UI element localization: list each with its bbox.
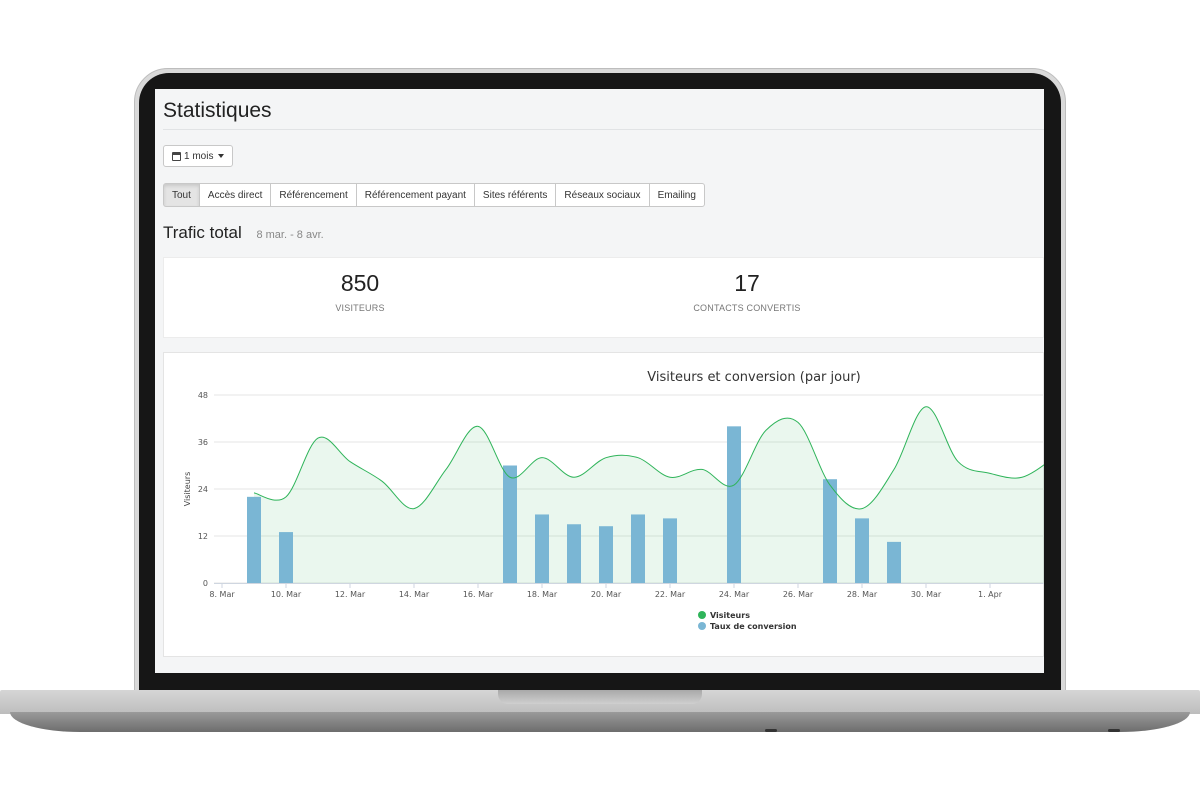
legend-visiteurs-label: Visiteurs bbox=[710, 611, 750, 620]
source-tabs: Tout Accès direct Référencement Référenc… bbox=[163, 183, 705, 207]
x-tick-label: 14. Mar bbox=[399, 590, 430, 599]
kpi-contacts-label: CONTACTS CONVERTIS bbox=[693, 303, 801, 313]
kpi-visitors-value: 850 bbox=[340, 270, 380, 296]
x-tick-label: 1. Apr bbox=[978, 590, 1003, 599]
kpi-contacts-value: 17 bbox=[734, 270, 760, 296]
conversion-bar bbox=[503, 465, 517, 583]
period-label: 1 mois bbox=[184, 150, 214, 162]
conversion-bar bbox=[247, 496, 261, 583]
laptop-foot bbox=[1108, 729, 1120, 732]
conversion-bar bbox=[855, 518, 869, 583]
legend-conversion-swatch bbox=[698, 622, 706, 630]
x-tick-label: 12. Mar bbox=[335, 590, 366, 599]
visitors-conversion-chart: Visiteurs et conversion (par jour) 0 12 24 3… bbox=[183, 370, 1044, 631]
x-tick-label: 8. Mar bbox=[209, 590, 235, 599]
conversion-bar bbox=[567, 524, 581, 583]
tab-referencement[interactable]: Référencement bbox=[270, 183, 357, 207]
y-tick-label: 24 bbox=[198, 485, 208, 494]
visitors-line bbox=[253, 406, 1044, 510]
x-tick-label: 22. Mar bbox=[655, 590, 686, 599]
conversion-bar bbox=[599, 526, 613, 583]
laptop-base-edge bbox=[10, 712, 1190, 732]
conversion-bar bbox=[663, 518, 677, 583]
kpi-contacts: 17 CONTACTS CONVERTIS bbox=[647, 270, 847, 313]
laptop-notch bbox=[498, 690, 702, 704]
chart-panel: Visiteurs et conversion (par jour) 0 12 24 3… bbox=[163, 352, 1044, 657]
period-dropdown-button[interactable]: 1 mois bbox=[163, 145, 234, 167]
kpi-visitors: 850 VISITEURS bbox=[260, 270, 460, 313]
conversion-bar bbox=[631, 514, 645, 583]
chart-title: Visiteurs et conversion (par jour) bbox=[647, 370, 861, 385]
conversion-bar bbox=[535, 514, 549, 583]
traffic-title: Trafic total bbox=[163, 223, 242, 242]
tab-referencement-payant[interactable]: Référencement payant bbox=[355, 183, 475, 207]
legend-conversion-label: Taux de conversion bbox=[710, 622, 797, 631]
x-tick-label: 26. Mar bbox=[783, 590, 814, 599]
conversion-bar bbox=[887, 541, 901, 583]
conversion-bar bbox=[279, 532, 293, 583]
conversion-bar bbox=[823, 479, 837, 583]
kpi-panel: 850 VISITEURS 17 CONTACTS CONVERTIS bbox=[163, 257, 1044, 338]
y-tick-label: 48 bbox=[198, 391, 208, 400]
laptop-foot bbox=[765, 729, 777, 732]
tab-emailing[interactable]: Emailing bbox=[648, 183, 705, 207]
x-tick-label: 18. Mar bbox=[527, 590, 558, 599]
y-tick-label: 0 bbox=[203, 579, 208, 588]
tab-sites-referents[interactable]: Sites référents bbox=[473, 183, 557, 207]
tab-reseaux-sociaux[interactable]: Réseaux sociaux bbox=[555, 183, 650, 207]
x-tick-label: 30. Mar bbox=[911, 590, 942, 599]
y-axis-label: Visiteurs bbox=[183, 472, 192, 507]
page-title: Statistiques bbox=[163, 99, 272, 122]
x-tick-label: 10. Mar bbox=[271, 590, 302, 599]
traffic-date-range: 8 mar. - 8 avr. bbox=[256, 229, 324, 241]
traffic-heading: Trafic total 8 mar. - 8 avr. bbox=[163, 223, 324, 243]
kpi-visitors-label: VISITEURS bbox=[335, 303, 385, 313]
tab-acces-direct[interactable]: Accès direct bbox=[198, 183, 272, 207]
conversion-bar bbox=[727, 426, 741, 583]
laptop-screen: Statistiques 1 mois Tout Accès direct Ré… bbox=[155, 89, 1044, 673]
x-tick-label: 24. Mar bbox=[719, 590, 750, 599]
legend-visiteurs-swatch bbox=[698, 611, 706, 619]
y-tick-label: 12 bbox=[198, 532, 208, 541]
caret-down-icon bbox=[218, 154, 225, 158]
calendar-icon bbox=[172, 151, 181, 161]
x-tick-label: 20. Mar bbox=[591, 590, 622, 599]
y-tick-label: 36 bbox=[198, 438, 208, 447]
title-divider bbox=[163, 129, 1044, 130]
visitors-area bbox=[254, 406, 1044, 583]
tab-tout[interactable]: Tout bbox=[163, 183, 200, 207]
x-tick-label: 16. Mar bbox=[463, 590, 494, 599]
x-tick-label: 28. Mar bbox=[847, 590, 878, 599]
